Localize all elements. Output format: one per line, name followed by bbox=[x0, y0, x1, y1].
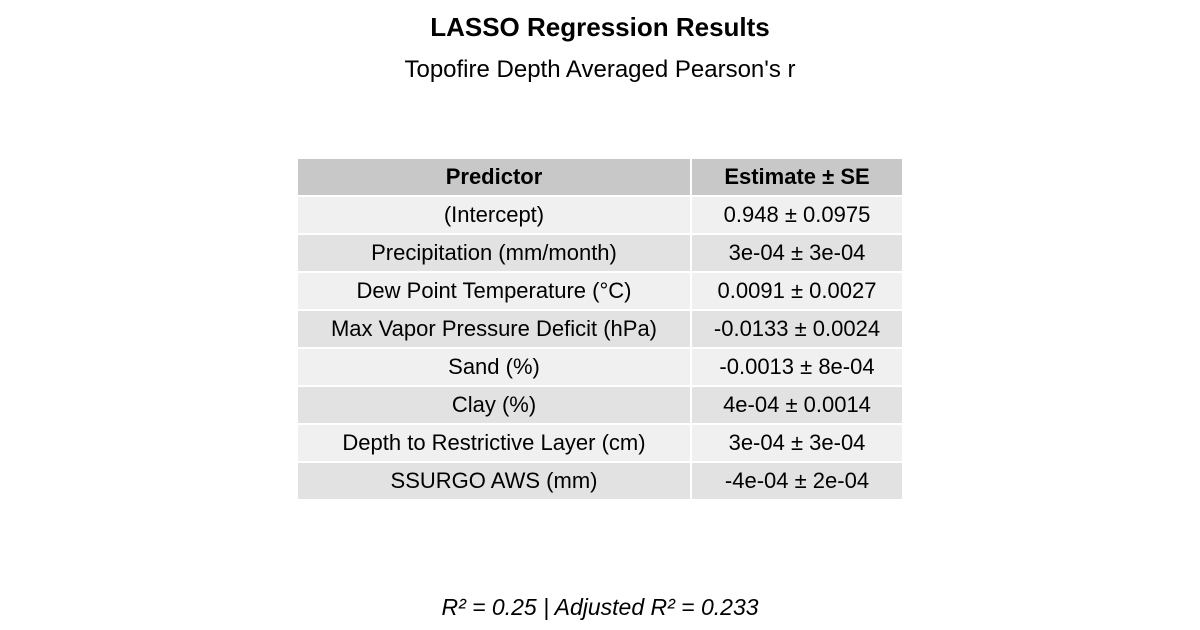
predictor-cell: Dew Point Temperature (°C) bbox=[296, 271, 692, 311]
estimate-cell: 3e-04 ± 3e-04 bbox=[690, 233, 904, 273]
table-row: Dew Point Temperature (°C) 0.0091 ± 0.00… bbox=[296, 271, 904, 311]
estimate-cell: 4e-04 ± 0.0014 bbox=[690, 385, 904, 425]
predictor-cell: (Intercept) bbox=[296, 195, 692, 235]
estimate-cell: 3e-04 ± 3e-04 bbox=[690, 423, 904, 463]
table-row: SSURGO AWS (mm) -4e-04 ± 2e-04 bbox=[296, 461, 904, 501]
column-header-predictor: Predictor bbox=[296, 157, 692, 197]
column-header-estimate: Estimate ± SE bbox=[690, 157, 904, 197]
table-row: Depth to Restrictive Layer (cm) 3e-04 ± … bbox=[296, 423, 904, 463]
predictor-cell: Precipitation (mm/month) bbox=[296, 233, 692, 273]
predictor-cell: SSURGO AWS (mm) bbox=[296, 461, 692, 501]
table-row: (Intercept) 0.948 ± 0.0975 bbox=[296, 195, 904, 235]
predictor-cell: Sand (%) bbox=[296, 347, 692, 387]
predictor-cell: Clay (%) bbox=[296, 385, 692, 425]
table-row: Max Vapor Pressure Deficit (hPa) -0.0133… bbox=[296, 309, 904, 349]
table-row: Clay (%) 4e-04 ± 0.0014 bbox=[296, 385, 904, 425]
estimate-cell: 0.948 ± 0.0975 bbox=[690, 195, 904, 235]
results-table: Predictor Estimate ± SE (Intercept) 0.94… bbox=[296, 157, 904, 501]
table-row: Sand (%) -0.0013 ± 8e-04 bbox=[296, 347, 904, 387]
header-row: Predictor Estimate ± SE bbox=[296, 157, 904, 197]
estimate-cell: -4e-04 ± 2e-04 bbox=[690, 461, 904, 501]
table-header: Predictor Estimate ± SE bbox=[296, 157, 904, 197]
predictor-cell: Depth to Restrictive Layer (cm) bbox=[296, 423, 692, 463]
estimate-cell: 0.0091 ± 0.0027 bbox=[690, 271, 904, 311]
estimate-cell: -0.0133 ± 0.0024 bbox=[690, 309, 904, 349]
table-body: (Intercept) 0.948 ± 0.0975 Precipitation… bbox=[296, 195, 904, 501]
estimate-cell: -0.0013 ± 8e-04 bbox=[690, 347, 904, 387]
page-subtitle: Topofire Depth Averaged Pearson's r bbox=[404, 56, 796, 83]
predictor-cell: Max Vapor Pressure Deficit (hPa) bbox=[296, 309, 692, 349]
page-title: LASSO Regression Results bbox=[430, 12, 770, 42]
table-row: Precipitation (mm/month) 3e-04 ± 3e-04 bbox=[296, 233, 904, 273]
model-fit-footnote: R² = 0.25 | Adjusted R² = 0.233 bbox=[441, 594, 759, 620]
